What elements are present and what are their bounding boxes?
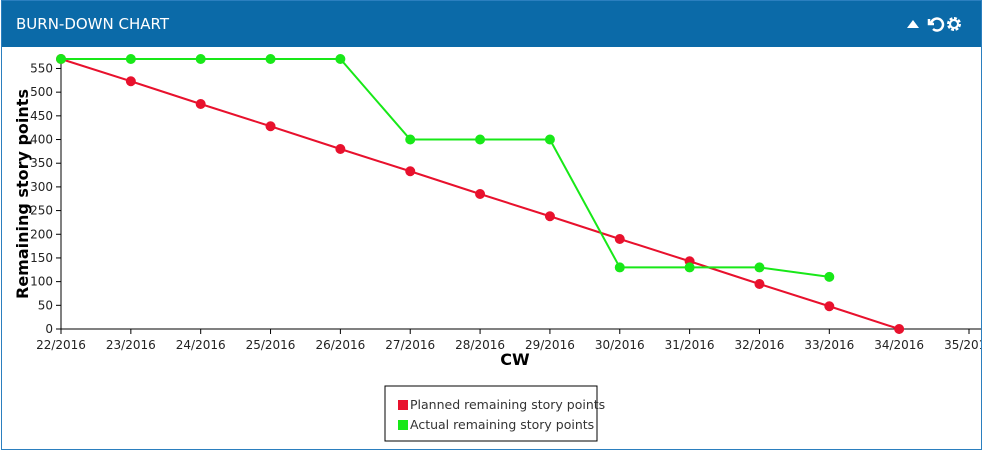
x-tick-label: 30/2016 (595, 338, 645, 352)
data-point (614, 234, 625, 244)
data-point (824, 271, 835, 282)
data-point (684, 262, 695, 273)
settings-icon-core (949, 19, 959, 29)
data-point (405, 134, 416, 145)
x-tick-label: 29/2016 (525, 338, 575, 352)
data-point (405, 166, 416, 177)
data-point (894, 324, 905, 334)
data-point (195, 54, 206, 64)
y-tick-label: 100 (30, 275, 53, 289)
y-tick-label: 50 (38, 298, 53, 312)
x-axis-label: CW (500, 350, 530, 369)
y-tick-label: 500 (30, 85, 53, 99)
x-tick-label: 31/2016 (665, 338, 715, 352)
refresh-icon[interactable] (927, 17, 945, 32)
data-point (195, 99, 206, 109)
collapse-icon[interactable] (907, 20, 919, 28)
data-point (335, 54, 346, 64)
x-tick-label: 28/2016 (455, 338, 505, 352)
data-point (754, 279, 765, 289)
data-point (824, 301, 835, 312)
y-tick-label: 200 (30, 227, 53, 241)
x-tick-label: 35/2016 (944, 338, 981, 352)
data-point (544, 211, 555, 222)
x-tick-label: 23/2016 (106, 338, 156, 352)
x-tick-label: 33/2016 (804, 338, 854, 352)
header-icons (907, 17, 961, 32)
data-point (125, 54, 136, 64)
legend-swatch (398, 420, 408, 430)
y-axis-label: Remaining story points (13, 89, 32, 299)
y-tick-label: 250 (30, 204, 53, 218)
data-point (614, 262, 625, 273)
x-tick-label: 25/2016 (246, 338, 296, 352)
legend-label: Planned remaining story points (410, 397, 605, 412)
data-point (125, 76, 136, 87)
series-line (61, 58, 830, 278)
data-point (754, 262, 765, 273)
x-tick-label: 32/2016 (735, 338, 785, 352)
data-point (265, 121, 276, 132)
y-tick-label: 400 (30, 133, 53, 147)
header: BURN-DOWN CHART (2, 1, 981, 47)
data-point (265, 54, 276, 64)
legend-box (384, 385, 598, 442)
y-tick-label: 0 (45, 322, 53, 336)
x-tick-label: 22/2016 (36, 338, 86, 352)
x-tick-label: 27/2016 (385, 338, 435, 352)
data-point (335, 144, 346, 154)
data-point (475, 134, 486, 145)
legend-swatch (398, 400, 408, 410)
x-tick-label: 24/2016 (176, 338, 226, 352)
data-point (56, 54, 66, 64)
data-point (475, 189, 486, 199)
y-tick-label: 450 (30, 109, 53, 123)
y-tick-label: 300 (30, 180, 53, 194)
y-tick-label: 150 (30, 251, 53, 265)
x-tick-label: 26/2016 (315, 338, 365, 352)
chart: Remaining story points CW 0 50 100 150 200 25… (13, 54, 981, 442)
y-tick-label: 550 (30, 61, 53, 75)
y-tick-label: 350 (30, 156, 53, 170)
legend-label: Actual remaining story points (410, 417, 594, 432)
header-title: BURN-DOWN CHART (16, 15, 170, 33)
data-point (544, 134, 555, 145)
x-tick-label: 34/2016 (874, 338, 924, 352)
